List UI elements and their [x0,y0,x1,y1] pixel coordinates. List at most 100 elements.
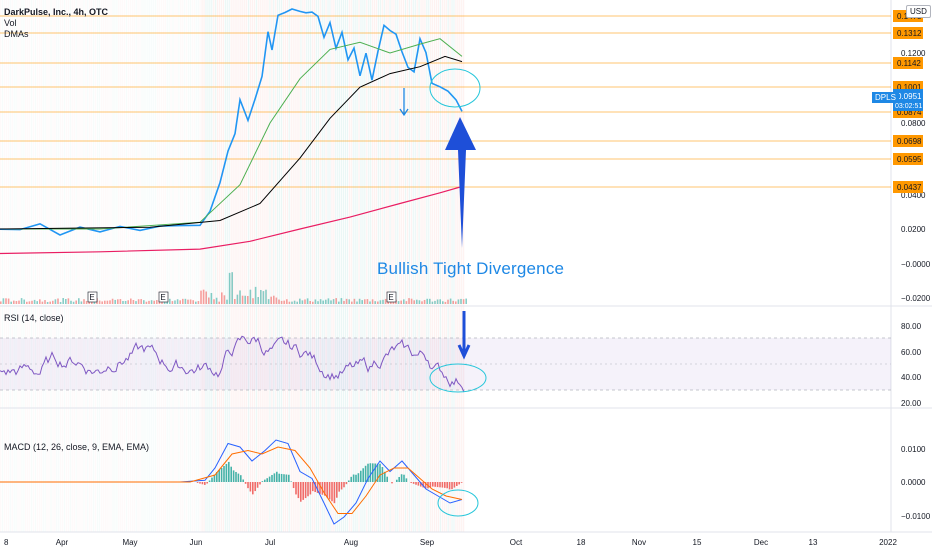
macd-histogram-bar [249,482,252,492]
volume-band [220,0,223,532]
volume-band [153,0,154,532]
volume-band [207,0,209,532]
volume-band [379,0,381,532]
volume-band [249,0,252,532]
price-axis-tick: 0.0400 [901,191,926,200]
volume-bar [91,300,93,304]
macd-histogram-bar [290,481,292,482]
volume-bar [418,300,421,304]
volume-bar [226,299,228,304]
volume-band [420,0,422,532]
macd-histogram-bar [441,482,444,488]
volume-bar [288,301,291,304]
volume-bar [296,301,298,304]
volume-bar [361,300,363,304]
volume-band [253,0,256,532]
macd-histogram-bar [444,482,446,488]
time-axis-label: Sep [420,538,435,547]
volume-band [273,0,275,532]
macd-histogram-bar [328,482,331,500]
macd-histogram-bar [460,482,463,483]
volume-band [217,0,219,532]
volume-bar [400,300,402,304]
macd-pane [0,439,463,525]
vol-legend[interactable]: Vol [4,18,17,28]
volume-bar [187,299,189,304]
macd-histogram-bar [324,482,326,496]
macd-histogram-bar [271,474,273,482]
volume-band [226,0,228,532]
volume-band [196,0,197,532]
volume-band [308,0,310,532]
macd-histogram-bar [336,482,338,498]
volume-band [213,0,215,532]
macd-histogram-bar [415,482,417,485]
volume-bar [104,300,106,304]
volume-bar [366,299,369,304]
volume-band [426,0,428,532]
volume-bar [197,301,200,304]
currency-badge[interactable]: USD [906,5,931,18]
macd-histogram-bar [304,482,307,499]
rsi-pane [0,335,891,393]
time-axis[interactable]: 8 Apr May Jun Jul Aug Sep Oct 18 Nov 15 Dec 13 2022 [4,538,897,547]
volume-bar [457,299,460,304]
volume-bar [98,300,101,304]
macd-histogram-bar [391,482,393,484]
earnings-marker-box [386,291,397,303]
macd-histogram-bar [400,474,403,482]
volume-band [0,0,1,532]
volume-band [244,0,246,532]
volume-bar [249,289,252,304]
volume-bar [252,298,254,304]
volume-bar [10,301,12,304]
volume-band [348,0,350,532]
divergence-annotation: Bullish Tight Divergence [377,259,565,278]
volume-bar [36,301,38,304]
volume-band [277,0,279,532]
volume-bar [442,301,444,304]
macd-legend[interactable]: MACD (12, 26, close, 9, EMA, EMA) [4,442,150,452]
volume-band [350,0,352,532]
volume-bar [390,301,392,304]
volume-bar [182,298,184,304]
macd-histogram-bar [213,474,216,482]
macd-histogram-bar [235,471,237,482]
volume-bar [46,301,49,304]
price-axis[interactable]: 0.1200 0.0800 0.0400 0.0200 −0.0000 −0.0200 0.… [893,10,931,521]
volume-bar [85,301,88,304]
volume-band [302,0,304,532]
volume-bar [319,299,322,304]
volume-band [437,0,440,532]
symbol-title[interactable]: DarkPulse, Inc., 4h, OTC [4,7,109,17]
time-axis-label: 2022 [879,538,897,547]
volume-band [251,0,254,532]
volume-bar [127,300,129,304]
time-axis-label: Oct [510,538,523,547]
volume-band [327,0,329,532]
volume-bar [429,298,431,304]
volume-bar [176,299,179,304]
volume-band [389,0,391,532]
volume-band [331,0,333,532]
volume-band [428,0,430,532]
volume-band [205,0,207,532]
macd-histogram-bar [326,482,328,498]
volume-bar [317,301,319,304]
time-axis-label: Aug [344,538,358,547]
volume-bar [413,300,415,304]
volume-band [459,0,461,532]
big-up-arrow [445,117,476,248]
rsi-axis-tick: 20.00 [901,399,922,408]
rsi-axis-tick: 80.00 [901,322,922,331]
pane-separators [0,0,932,533]
dmas-legend[interactable]: DMAs [4,29,29,39]
volume-bar [462,299,465,304]
rsi-line [0,335,465,393]
rsi-legend[interactable]: RSI (14, close) [4,313,64,323]
volume-band [294,0,296,532]
volume-band [222,0,225,532]
volume-band [248,0,250,532]
volume-band [176,0,177,532]
